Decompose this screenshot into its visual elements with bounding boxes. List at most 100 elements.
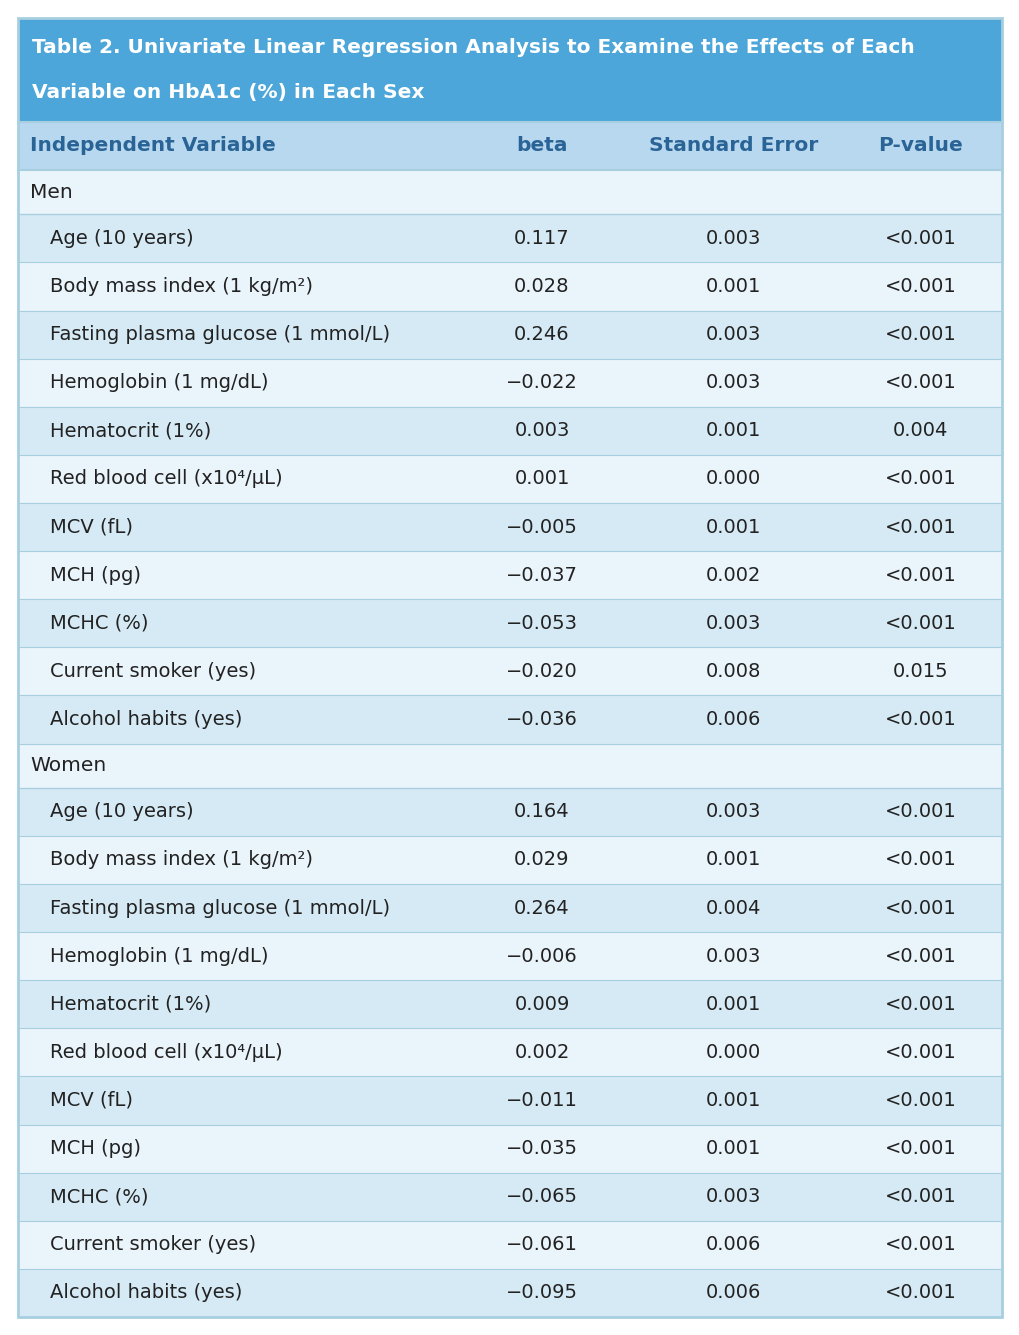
Text: −0.037: −0.037 [505, 566, 578, 585]
Text: Fasting plasma glucose (1 mmol/L): Fasting plasma glucose (1 mmol/L) [50, 898, 389, 917]
Text: <0.001: <0.001 [884, 850, 956, 869]
Text: 0.000: 0.000 [705, 470, 761, 489]
Text: Body mass index (1 kg/m²): Body mass index (1 kg/m²) [50, 850, 313, 869]
Text: Red blood cell (x10⁴/μL): Red blood cell (x10⁴/μL) [50, 1043, 282, 1061]
Bar [18, 599, 1001, 647]
Text: Women: Women [30, 756, 106, 776]
Text: <0.001: <0.001 [884, 1043, 956, 1061]
Bar [18, 121, 1001, 170]
Bar [18, 1220, 1001, 1268]
Text: 0.003: 0.003 [705, 614, 761, 633]
Text: 0.004: 0.004 [893, 422, 948, 441]
Bar [18, 503, 1001, 551]
Text: 0.006: 0.006 [705, 710, 761, 729]
Bar [18, 311, 1001, 359]
Text: 0.001: 0.001 [705, 1139, 761, 1157]
Text: 0.006: 0.006 [705, 1283, 761, 1303]
Bar [18, 215, 1001, 263]
Text: Alcohol habits (yes): Alcohol habits (yes) [50, 710, 243, 729]
Text: <0.001: <0.001 [884, 1235, 956, 1255]
Text: 0.003: 0.003 [705, 1187, 761, 1207]
Bar [18, 359, 1001, 407]
Text: 0.246: 0.246 [514, 324, 570, 344]
Bar [18, 647, 1001, 696]
Text: <0.001: <0.001 [884, 470, 956, 489]
Text: 0.001: 0.001 [705, 276, 761, 296]
Text: 0.003: 0.003 [705, 324, 761, 344]
Text: <0.001: <0.001 [884, 1139, 956, 1157]
Text: MCHC (%): MCHC (%) [50, 1187, 149, 1207]
Text: 0.008: 0.008 [705, 662, 761, 681]
Text: −0.053: −0.053 [505, 614, 578, 633]
Text: <0.001: <0.001 [884, 802, 956, 821]
Bar [18, 1076, 1001, 1124]
Text: Body mass index (1 kg/m²): Body mass index (1 kg/m²) [50, 276, 313, 296]
Text: 0.001: 0.001 [705, 422, 761, 441]
Bar [18, 17, 1001, 121]
Bar [18, 1268, 1001, 1318]
Text: −0.065: −0.065 [505, 1187, 578, 1207]
Text: Variable on HbA1c (%) in Each Sex: Variable on HbA1c (%) in Each Sex [32, 83, 424, 103]
Text: Hematocrit (1%): Hematocrit (1%) [50, 422, 211, 441]
Text: <0.001: <0.001 [884, 1091, 956, 1109]
Text: −0.011: −0.011 [505, 1091, 578, 1109]
Text: Independent Variable: Independent Variable [30, 136, 275, 155]
Bar [18, 1028, 1001, 1076]
Text: <0.001: <0.001 [884, 276, 956, 296]
Text: Men: Men [30, 183, 72, 202]
Text: −0.006: −0.006 [505, 947, 578, 965]
Text: Alcohol habits (yes): Alcohol habits (yes) [50, 1283, 243, 1303]
Bar [18, 455, 1001, 503]
Text: 0.006: 0.006 [705, 1235, 761, 1255]
Bar [18, 1124, 1001, 1172]
Text: Table 2. Univariate Linear Regression Analysis to Examine the Effects of Each: Table 2. Univariate Linear Regression An… [32, 37, 914, 56]
Text: <0.001: <0.001 [884, 1283, 956, 1303]
Text: 0.003: 0.003 [705, 802, 761, 821]
Text: <0.001: <0.001 [884, 898, 956, 917]
Text: 0.003: 0.003 [705, 947, 761, 965]
Text: beta: beta [516, 136, 568, 155]
Text: −0.005: −0.005 [505, 518, 578, 537]
Text: Standard Error: Standard Error [649, 136, 817, 155]
Bar [18, 1172, 1001, 1220]
Text: −0.036: −0.036 [505, 710, 578, 729]
Text: 0.000: 0.000 [705, 1043, 761, 1061]
Text: Age (10 years): Age (10 years) [50, 228, 194, 248]
Bar [18, 696, 1001, 744]
Text: 0.164: 0.164 [514, 802, 570, 821]
Text: <0.001: <0.001 [884, 614, 956, 633]
Text: MCV (fL): MCV (fL) [50, 518, 132, 537]
Text: 0.003: 0.003 [705, 374, 761, 392]
Text: 0.001: 0.001 [514, 470, 569, 489]
Text: 0.001: 0.001 [705, 518, 761, 537]
Text: −0.035: −0.035 [505, 1139, 578, 1157]
Text: −0.022: −0.022 [505, 374, 578, 392]
Text: 0.015: 0.015 [892, 662, 948, 681]
Text: Hemoglobin (1 mg/dL): Hemoglobin (1 mg/dL) [50, 947, 268, 965]
Bar [18, 980, 1001, 1028]
Text: −0.095: −0.095 [505, 1283, 578, 1303]
Text: Hematocrit (1%): Hematocrit (1%) [50, 995, 211, 1013]
Text: <0.001: <0.001 [884, 947, 956, 965]
Text: MCHC (%): MCHC (%) [50, 614, 149, 633]
Text: <0.001: <0.001 [884, 374, 956, 392]
Bar [18, 263, 1001, 311]
Bar [18, 407, 1001, 455]
Text: 0.001: 0.001 [705, 1091, 761, 1109]
Text: Age (10 years): Age (10 years) [50, 802, 194, 821]
Bar [18, 170, 1001, 215]
Text: −0.020: −0.020 [505, 662, 578, 681]
Text: 0.002: 0.002 [705, 566, 761, 585]
Text: <0.001: <0.001 [884, 324, 956, 344]
Text: <0.001: <0.001 [884, 518, 956, 537]
Bar [18, 551, 1001, 599]
Text: 0.003: 0.003 [514, 422, 569, 441]
Bar [18, 884, 1001, 932]
Text: <0.001: <0.001 [884, 1187, 956, 1207]
Text: 0.002: 0.002 [514, 1043, 569, 1061]
Text: 0.001: 0.001 [705, 850, 761, 869]
Text: 0.001: 0.001 [705, 995, 761, 1013]
Bar [18, 932, 1001, 980]
Bar [18, 788, 1001, 836]
Text: <0.001: <0.001 [884, 228, 956, 248]
